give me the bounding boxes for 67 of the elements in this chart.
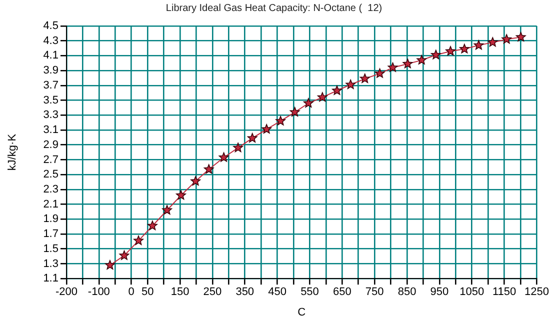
point bbox=[388, 62, 398, 72]
point bbox=[346, 79, 356, 89]
point bbox=[176, 190, 186, 200]
point bbox=[488, 37, 498, 47]
y-tick-label: 1.1 bbox=[43, 272, 58, 285]
point bbox=[332, 85, 342, 95]
y-tick-label: 2.7 bbox=[43, 154, 58, 166]
point bbox=[430, 50, 441, 60]
point bbox=[247, 132, 258, 142]
point bbox=[134, 236, 144, 245]
x-tick-label: 1150 bbox=[492, 286, 516, 298]
y-tick-label: 1.5 bbox=[43, 242, 58, 255]
x-tick-label: 750 bbox=[365, 286, 384, 298]
y-tick-label: 2.5 bbox=[43, 168, 58, 181]
point bbox=[402, 58, 413, 68]
y-tick-label: 3.3 bbox=[43, 109, 58, 122]
chart-title: Library Ideal Gas Heat Capacity: N-Octane ( 12) bbox=[166, 2, 382, 14]
point bbox=[204, 164, 214, 174]
point bbox=[290, 106, 300, 116]
y-tick-label: 2.3 bbox=[43, 183, 58, 196]
x-tick-label: 650 bbox=[332, 286, 352, 298]
y-tick-label: 3.5 bbox=[43, 94, 58, 106]
y-tick-label: 4.3 bbox=[43, 34, 58, 47]
point bbox=[516, 32, 526, 42]
point bbox=[360, 74, 370, 84]
y-tick-label: 3.9 bbox=[43, 64, 58, 77]
y-tick-label: 3.1 bbox=[43, 124, 58, 136]
y-tick-label: 2.9 bbox=[43, 138, 58, 151]
y-tick-label: 2.1 bbox=[43, 198, 58, 210]
x-tick-label: 250 bbox=[203, 286, 222, 298]
point bbox=[218, 152, 229, 162]
x-tick-label: 50 bbox=[141, 286, 154, 298]
x-tick-label: -200 bbox=[55, 286, 78, 298]
x-tick-label: 450 bbox=[268, 286, 286, 298]
point bbox=[502, 34, 512, 44]
point bbox=[459, 44, 470, 54]
point bbox=[317, 92, 328, 102]
x-tick-label: 850 bbox=[398, 286, 416, 298]
point bbox=[416, 54, 427, 64]
y-axis-title: kJ/kg·K bbox=[6, 133, 19, 171]
x-tick-label: 550 bbox=[300, 286, 319, 298]
x-tick-label: 1050 bbox=[460, 286, 484, 298]
point bbox=[303, 98, 314, 108]
point bbox=[162, 205, 172, 215]
y-tick-label: 3.7 bbox=[43, 79, 58, 92]
point bbox=[190, 176, 201, 186]
point bbox=[147, 220, 158, 230]
x-tick-label: 0 bbox=[128, 286, 134, 298]
y-tick-label: 4.1 bbox=[43, 50, 58, 62]
point bbox=[374, 68, 385, 78]
point bbox=[104, 260, 115, 270]
y-tick-label: 1.3 bbox=[43, 258, 58, 270]
x-axis-title: C bbox=[298, 306, 306, 318]
point bbox=[446, 46, 456, 56]
x-tick-label: 350 bbox=[236, 286, 254, 298]
point bbox=[262, 124, 272, 134]
x-tick-label: 1250 bbox=[524, 286, 550, 298]
point bbox=[119, 250, 130, 260]
y-tick-label: 4.5 bbox=[43, 20, 58, 32]
point bbox=[276, 116, 286, 126]
x-tick-label: -100 bbox=[88, 286, 110, 298]
x-tick-label: 950 bbox=[430, 286, 449, 298]
y-tick-label: 1.7 bbox=[43, 228, 58, 240]
point bbox=[474, 40, 484, 50]
point bbox=[233, 142, 244, 152]
x-tick-label: 150 bbox=[170, 286, 190, 298]
y-tick-label: 1.9 bbox=[43, 213, 58, 226]
